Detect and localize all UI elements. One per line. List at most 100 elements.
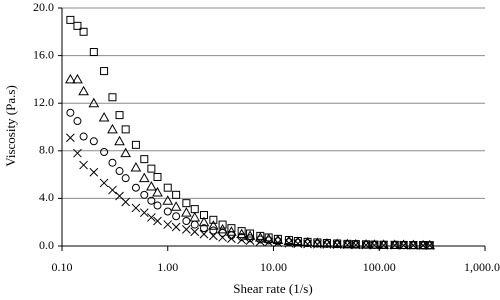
circle-marker [399, 241, 408, 250]
triangle-marker [120, 147, 132, 158]
triangle-marker [65, 73, 76, 84]
cross-marker [209, 231, 218, 241]
cross-marker [408, 241, 418, 250]
circle-marker [153, 201, 162, 210]
cross-marker [379, 240, 388, 250]
triangle-marker [208, 220, 219, 230]
square-marker [147, 164, 156, 173]
square-marker [218, 220, 227, 229]
triangle-marker [162, 195, 174, 205]
square-marker [89, 48, 98, 57]
circle-marker [409, 241, 418, 250]
cross-marker [399, 241, 408, 250]
circle-marker [264, 236, 273, 245]
circle-marker [273, 237, 282, 246]
y-tick-label: 12.0 [33, 95, 54, 109]
square-marker [79, 27, 88, 36]
y-tick-label: 16.0 [33, 47, 54, 61]
circle-marker [121, 174, 130, 183]
square-marker [66, 15, 75, 24]
circle-marker [115, 167, 124, 176]
square-marker [100, 67, 109, 76]
cross-marker [264, 237, 274, 247]
circle-marker [284, 238, 293, 247]
x-tick-label: 100.00 [363, 260, 396, 274]
circle-marker [218, 228, 227, 237]
circle-marker [163, 207, 172, 216]
y-tick-label: 8.0 [39, 143, 54, 157]
cross-marker [332, 240, 342, 250]
square-marker [182, 199, 191, 208]
cross-marker [313, 239, 322, 249]
square-marker [121, 125, 130, 134]
cross-marker [218, 233, 227, 242]
y-axis-title: Viscosity (Pa.s) [3, 85, 18, 167]
circle-marker [209, 226, 218, 235]
circle-marker [322, 239, 331, 248]
cross-marker [89, 167, 99, 177]
cross-marker [66, 133, 75, 143]
cross-marker [370, 240, 379, 250]
circle-marker [199, 224, 208, 233]
square-marker [131, 140, 140, 149]
cross-marker [303, 239, 312, 249]
triangle-marker [107, 123, 118, 134]
cross-marker [108, 185, 117, 195]
circle-marker [390, 241, 399, 250]
circle-marker [237, 233, 246, 242]
circle-marker [140, 190, 149, 199]
triangle-marker [217, 223, 228, 234]
cross-marker [227, 234, 236, 243]
circle-marker [303, 239, 312, 248]
cross-marker [163, 220, 173, 229]
circle-marker [147, 196, 156, 205]
cross-marker [293, 239, 303, 248]
cross-marker [343, 240, 352, 250]
triangle-marker [88, 97, 100, 108]
cross-marker [182, 224, 191, 234]
cross-marker [237, 235, 247, 245]
triangle-marker [272, 234, 284, 245]
circle-marker [89, 137, 98, 146]
cross-marker [121, 197, 131, 207]
circle-marker [351, 240, 360, 249]
triangle-marker [138, 172, 150, 183]
square-marker [190, 205, 199, 214]
cross-marker [73, 148, 82, 158]
circle-marker [425, 241, 434, 250]
cross-marker [153, 216, 162, 226]
cross-marker [425, 241, 435, 250]
cross-marker [273, 238, 283, 248]
circle-marker [100, 147, 109, 156]
x-tick-label: 10.00 [260, 260, 287, 274]
square-marker [237, 227, 246, 236]
triangle-marker [170, 201, 182, 211]
circle-marker [246, 234, 255, 243]
triangle-marker [78, 85, 89, 96]
circle-marker [66, 108, 75, 117]
circle-marker [108, 158, 117, 167]
triangle-marker [114, 135, 125, 146]
x-axis-title: Shear rate (1/s) [233, 281, 312, 296]
circle-marker [182, 217, 191, 226]
circle-marker [172, 212, 181, 221]
square-marker [172, 190, 181, 199]
cross-marker [361, 240, 371, 250]
circle-marker [362, 240, 371, 249]
circle-marker [131, 183, 140, 192]
circle-marker [370, 240, 379, 249]
cross-marker [245, 236, 255, 245]
circle-marker [379, 241, 388, 250]
cross-marker [284, 238, 294, 248]
y-tick-label: 0.0 [39, 238, 54, 252]
y-tick-label: 20.0 [33, 0, 54, 14]
cross-marker [199, 229, 209, 239]
square-marker [163, 183, 172, 192]
square-marker [108, 93, 117, 102]
square-marker [209, 215, 218, 224]
cross-marker [147, 213, 156, 222]
triangle-marker [198, 216, 210, 227]
x-tick-label: 1.00 [157, 260, 178, 274]
